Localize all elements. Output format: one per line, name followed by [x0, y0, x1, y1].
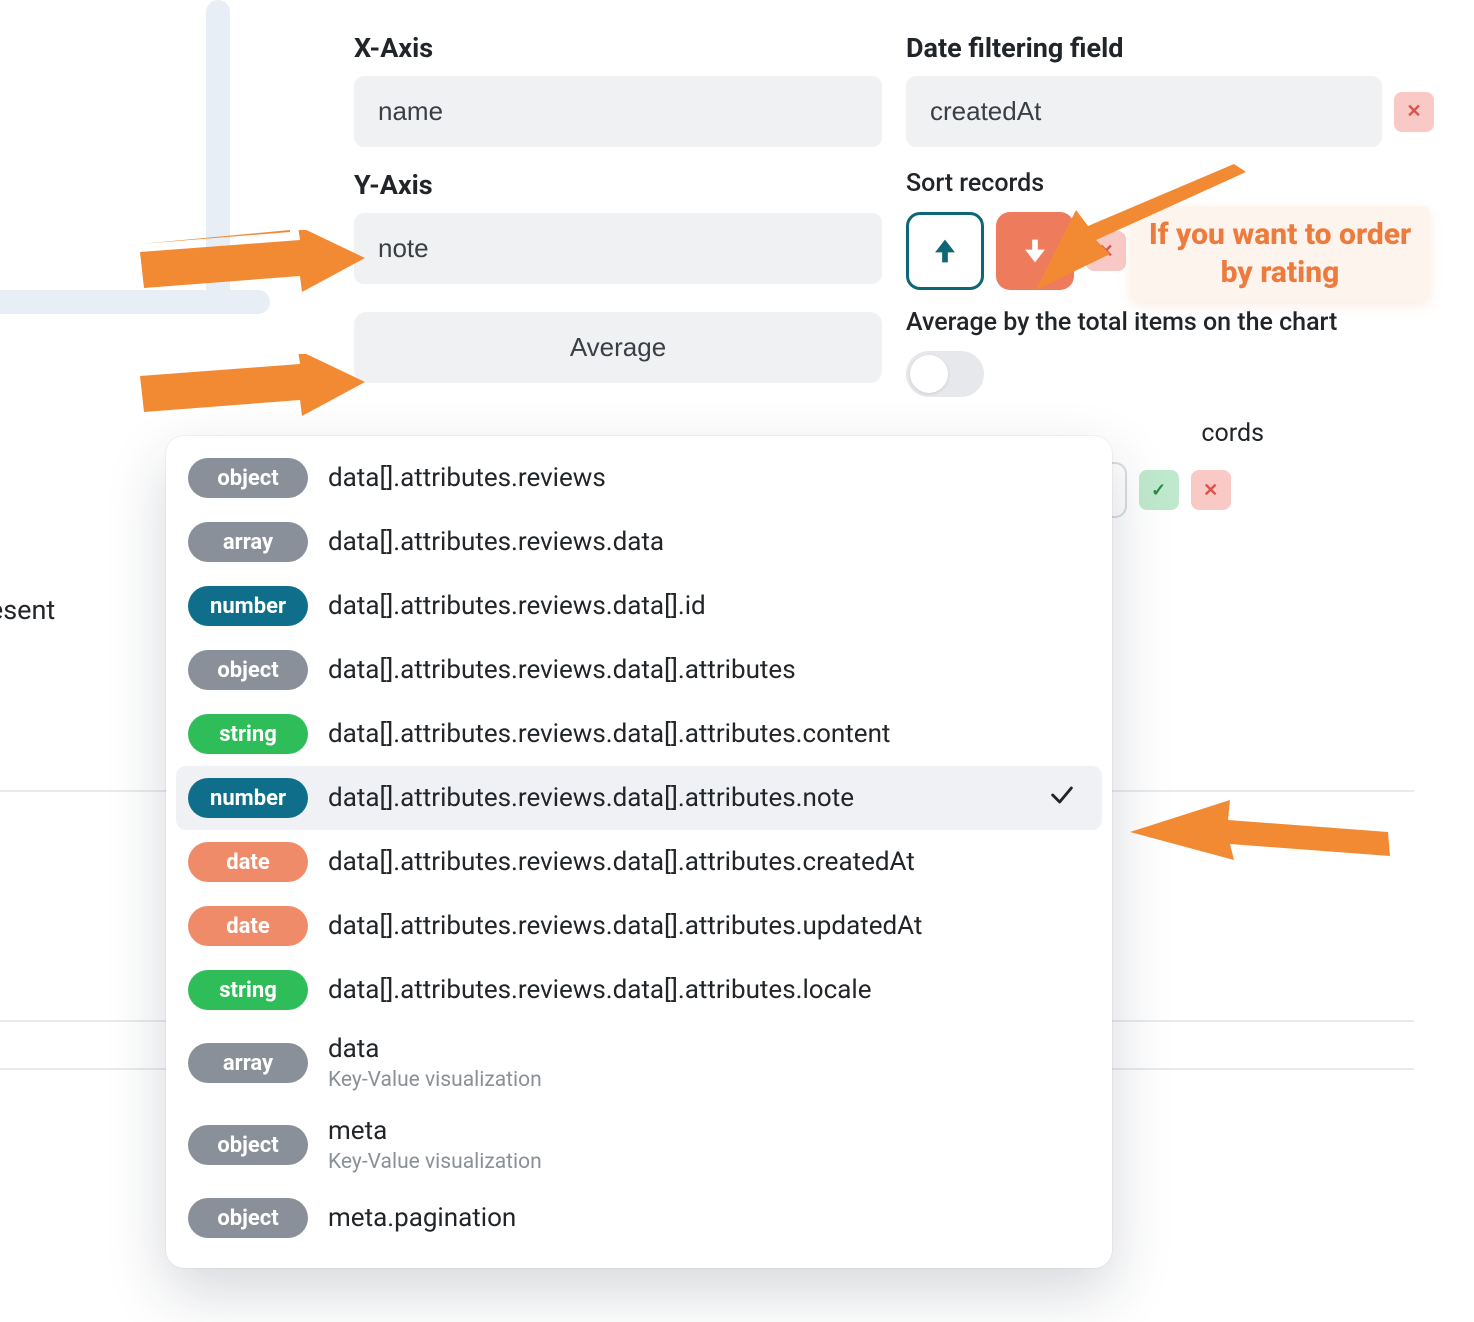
sort-descending-button[interactable]: [996, 212, 1074, 290]
dropdown-item[interactable]: number data[].attributes.reviews.data[].i…: [166, 574, 1112, 638]
dropdown-item-path: meta.pagination: [328, 1203, 516, 1233]
dropdown-item[interactable]: object meta Key-Value visualization: [166, 1104, 1112, 1186]
dropdown-item-path: data[].attributes.reviews.data[].attribu…: [328, 975, 872, 1005]
average-toggle[interactable]: [906, 351, 984, 397]
date-filter-clear-button[interactable]: ✕: [1394, 92, 1434, 132]
type-badge-date: date: [188, 842, 308, 882]
field-path-dropdown[interactable]: object data[].attributes.reviews array data…: [166, 436, 1112, 1268]
dropdown-item-path: data: [328, 1034, 542, 1064]
dropdown-item-subtitle: Key-Value visualization: [328, 1150, 542, 1174]
records-confirm-button[interactable]: ✓: [1139, 470, 1179, 510]
dropdown-item-path: data[].attributes.reviews.data[].attribu…: [328, 783, 854, 813]
type-badge-date: date: [188, 906, 308, 946]
sort-clear-button[interactable]: ✕: [1086, 231, 1126, 271]
check-icon: [1048, 781, 1076, 815]
dropdown-item[interactable]: object meta.pagination: [166, 1186, 1112, 1250]
dropdown-item-path: data[].attributes.reviews: [328, 463, 606, 493]
annotation-order-by-rating: If you want to order by rating: [1130, 206, 1430, 301]
dropdown-item[interactable]: date data[].attributes.reviews.data[].att…: [166, 830, 1112, 894]
annotation-arrow-to-selected-field: [1130, 800, 1390, 880]
dropdown-item-path: data[].attributes.reviews.data[].attribu…: [328, 847, 915, 877]
arrow-down-icon: [1018, 234, 1052, 268]
type-badge-string: string: [188, 970, 308, 1010]
date-filter-label: Date filtering field: [906, 32, 1434, 64]
type-badge-object: object: [188, 650, 308, 690]
dropdown-item-path: meta: [328, 1116, 542, 1146]
arrow-up-icon: [928, 234, 962, 268]
close-icon: ✕: [1098, 241, 1113, 262]
truncated-left-label: resent: [0, 594, 55, 626]
annotation-arrow-to-average: [140, 354, 370, 424]
type-badge-string: string: [188, 714, 308, 754]
dropdown-item-path: data[].attributes.reviews.data: [328, 527, 664, 557]
x-axis-label: X-Axis: [354, 32, 882, 64]
type-badge-number: number: [188, 586, 308, 626]
sort-ascending-button[interactable]: [906, 212, 984, 290]
dropdown-item-path: data[].attributes.reviews.data[].id: [328, 591, 706, 621]
dropdown-item[interactable]: array data Key-Value visualization: [166, 1022, 1112, 1104]
annotation-arrow-to-y-axis: [140, 230, 370, 300]
dropdown-item-path: data[].attributes.reviews.data[].attribu…: [328, 911, 922, 941]
type-badge-object: object: [188, 1198, 308, 1238]
dropdown-item[interactable]: array data[].attributes.reviews.data: [166, 510, 1112, 574]
type-badge-number: number: [188, 778, 308, 818]
dropdown-item[interactable]: date data[].attributes.reviews.data[].att…: [166, 894, 1112, 958]
dropdown-item[interactable]: number data[].attributes.reviews.data[].a…: [176, 766, 1102, 830]
x-axis-input[interactable]: [354, 76, 882, 147]
type-badge-object: object: [188, 1125, 308, 1165]
check-icon: ✓: [1151, 480, 1166, 501]
y-axis-label: Y-Axis: [354, 169, 882, 201]
dropdown-item-path: data[].attributes.reviews.data[].attribu…: [328, 719, 890, 749]
background-flow: [0, 0, 360, 400]
close-icon: ✕: [1203, 480, 1218, 501]
aggregate-button[interactable]: Average: [354, 312, 882, 383]
y-axis-input[interactable]: [354, 213, 882, 284]
dropdown-item-path: data[].attributes.reviews.data[].attribu…: [328, 655, 796, 685]
dropdown-item[interactable]: object data[].attributes.reviews: [166, 446, 1112, 510]
dropdown-item[interactable]: string data[].attributes.reviews.data[].a…: [166, 958, 1112, 1022]
dropdown-item[interactable]: object data[].attributes.reviews.data[].a…: [166, 638, 1112, 702]
records-clear-button[interactable]: ✕: [1191, 470, 1231, 510]
average-toggle-label: Average by the total items on the chart: [906, 308, 1434, 337]
dropdown-item-subtitle: Key-Value visualization: [328, 1068, 542, 1092]
sort-records-label: Sort records: [906, 169, 1434, 198]
close-icon: ✕: [1406, 101, 1421, 122]
type-badge-object: object: [188, 458, 308, 498]
dropdown-item[interactable]: string data[].attributes.reviews.data[].a…: [166, 702, 1112, 766]
type-badge-array: array: [188, 1043, 308, 1083]
date-filter-input[interactable]: [906, 76, 1382, 147]
type-badge-array: array: [188, 522, 308, 562]
